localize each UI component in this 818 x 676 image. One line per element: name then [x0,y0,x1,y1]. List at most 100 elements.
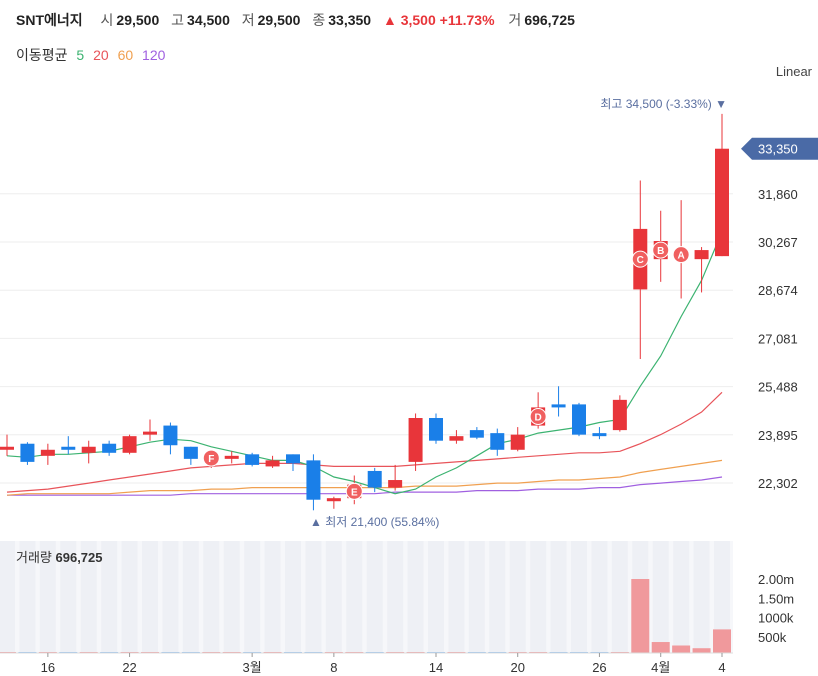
candle-body [449,436,464,441]
candle [592,427,607,440]
candle [694,247,709,293]
volume-stripe [305,541,322,653]
volume-stripe [693,541,710,653]
candle [388,464,403,491]
volume-stripe [162,541,179,653]
candle-body [20,443,35,462]
marker-label: C [637,255,644,266]
volume-stripe [19,541,36,653]
candle-body [694,250,709,260]
volume-stripe [407,541,424,653]
candle-body [592,433,607,437]
marker-d: D [529,407,547,425]
candle-body [286,454,300,464]
candle-body [183,446,198,459]
volume-stripe [142,541,158,653]
stock-name: SNT에너지 [16,12,83,28]
price-tick-label: 28,674 [758,283,798,298]
volume-tick-label: 1.50m [758,591,794,606]
candle-body [326,498,341,502]
volume-bar [692,648,711,653]
x-tick-label: 20 [510,660,524,675]
volume-stripe [448,541,465,653]
candle-body [163,425,178,446]
price-tick-label: 25,488 [758,380,798,395]
ma-120[interactable]: 120 [142,47,166,63]
candle [510,427,525,452]
ma60-line [6,459,723,496]
marker-label: D [535,412,542,423]
candle-body [510,434,525,450]
candle-body [0,446,14,450]
volume-stripe [468,541,485,653]
volume-stripe [366,541,383,653]
x-tick-label: 8 [330,660,337,675]
volume-stripe [509,541,526,653]
marker-circle [652,241,670,259]
x-tick-label: 26 [592,660,606,675]
candle [163,422,178,455]
marker-label: B [657,246,664,257]
marker-circle [345,482,363,500]
volume-stripe [387,541,404,653]
volume-stripe [0,541,15,653]
marker-circle [202,449,220,467]
ma20-line [6,391,723,493]
candle [326,496,341,509]
candle-body [715,148,729,257]
candle-body [122,436,137,453]
volume-bar [713,629,731,653]
candle [245,452,260,467]
price-tick-label: 23,895 [758,428,798,443]
candle-body [388,480,403,488]
ma-60[interactable]: 60 [117,47,134,63]
x-tick-label: 4 [718,660,725,675]
candle [551,386,566,417]
candle [102,440,117,456]
volume-tick-label: 1000k [758,611,794,626]
last-price-tag [741,137,818,160]
scale-mode-toggle[interactable]: Linear [775,64,812,79]
last-price-label: 33,350 [758,142,798,157]
volume-stripe [182,541,199,653]
price-tick-label: 31,860 [758,187,798,202]
marker-c: C [631,250,649,268]
volume-tick-label: 500k [758,630,787,645]
candle-body [61,446,76,450]
x-tick-label: 3월 [243,660,262,675]
candle [143,419,157,441]
candle-body [40,449,55,456]
marker-label: A [678,251,685,262]
candle [429,413,443,444]
candle-body [245,454,260,465]
candle-body [408,418,423,462]
volume-bar [672,645,691,653]
high-label: 고 [171,12,185,28]
open-label: 시 [100,12,114,28]
x-tick-label: 14 [429,660,443,675]
volume-stripe [80,541,97,653]
ma-5[interactable]: 5 [76,47,85,63]
volume-stripe [244,541,261,653]
low-annotation: ▲ 최저 21,400 (55.84%) [310,515,439,529]
candle [449,430,464,444]
volume-stripe [571,541,587,653]
volume-stripe [652,541,669,653]
high-value: 34,500 [187,12,230,28]
x-tick-label: 22 [122,660,136,675]
candle-body [551,404,566,408]
volume-stripe [264,541,281,653]
x-tick-label: 4월 [651,660,670,675]
marker-f: F [202,449,220,467]
moving-average-legend[interactable]: 이동평균 5 20 60 120 [16,45,170,65]
marker-circle [672,246,690,264]
candle-body [143,431,157,435]
price-tick-label: 22,302 [758,476,798,491]
ma-20[interactable]: 20 [93,47,109,63]
candle-body [306,460,321,500]
candle [490,428,505,456]
volume-label: 거래량 696,725 [16,550,103,565]
volume-label: 거 [508,12,522,28]
price-tick-label: 30,267 [758,235,798,250]
